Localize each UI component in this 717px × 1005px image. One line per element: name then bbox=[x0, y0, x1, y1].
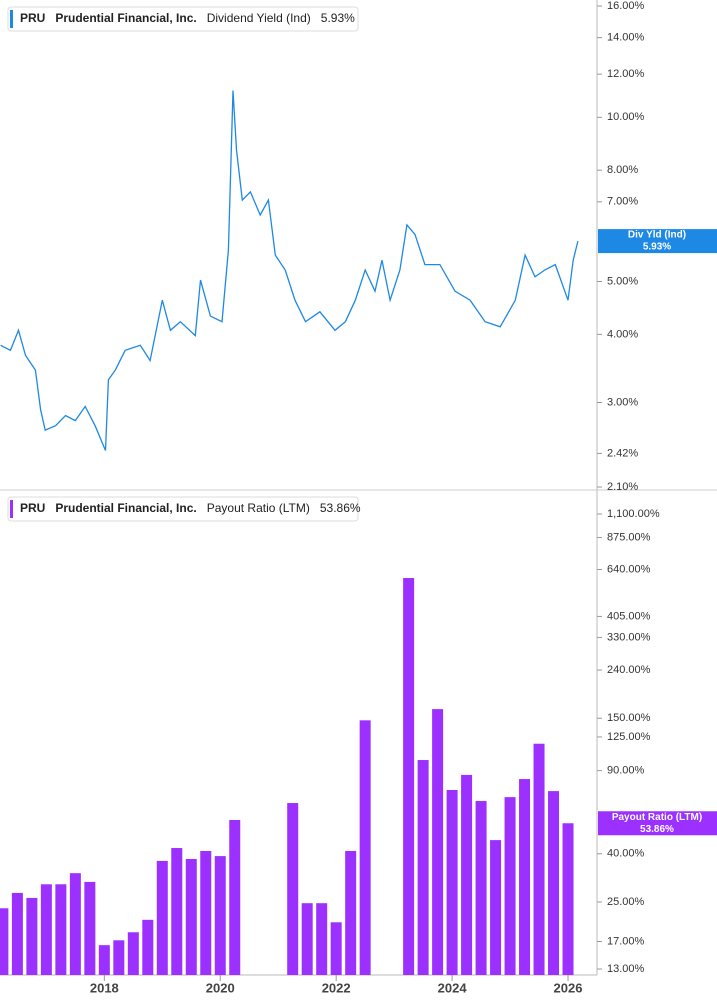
bar bbox=[330, 922, 342, 975]
bar bbox=[229, 820, 241, 975]
bar bbox=[113, 940, 125, 975]
legend-ticker: PRU bbox=[20, 501, 45, 515]
bar bbox=[214, 856, 226, 975]
legend-value-label: 53.86% bbox=[320, 501, 361, 515]
bar bbox=[316, 903, 328, 975]
bar bbox=[26, 897, 38, 975]
y-tick-label: 1,100.00% bbox=[607, 508, 660, 520]
y-tick-label: 90.00% bbox=[607, 765, 645, 777]
bar bbox=[504, 797, 516, 975]
y-tick-label: 8.00% bbox=[607, 164, 638, 176]
bar bbox=[301, 903, 313, 975]
x-tick-label: 2026 bbox=[554, 980, 583, 995]
legend: PRU Prudential Financial, Inc. Dividend Yi… bbox=[20, 11, 355, 25]
y-tick-label: 13.00% bbox=[607, 963, 645, 975]
y-tick-label: 4.00% bbox=[607, 328, 638, 340]
y-tick-label: 17.00% bbox=[607, 935, 645, 947]
bar bbox=[345, 850, 357, 975]
legend-box bbox=[7, 496, 359, 522]
x-tick-label: 2020 bbox=[206, 980, 235, 995]
y-tick-label: 16.00% bbox=[607, 0, 645, 12]
bar bbox=[562, 823, 574, 975]
flag-name: Payout Ratio (LTM) bbox=[612, 812, 702, 823]
legend-company: Prudential Financial, Inc. bbox=[55, 11, 196, 25]
value-flag bbox=[598, 811, 717, 836]
bar bbox=[287, 803, 299, 975]
bar bbox=[519, 779, 531, 975]
flag-value: 5.93% bbox=[643, 242, 671, 253]
y-tick-label: 875.00% bbox=[607, 531, 651, 543]
bar bbox=[142, 919, 154, 975]
legend-name: Payout Ratio (LTM) bbox=[207, 501, 310, 515]
bar bbox=[127, 932, 139, 975]
x-tick-label: 2024 bbox=[438, 980, 468, 995]
bar bbox=[11, 892, 23, 975]
y-tick-label: 40.00% bbox=[607, 848, 645, 860]
y-tick-label: 330.00% bbox=[607, 631, 651, 643]
legend-company: Prudential Financial, Inc. bbox=[55, 501, 196, 515]
y-tick-label: 7.00% bbox=[607, 196, 638, 208]
legend-swatch bbox=[10, 10, 13, 28]
y-tick-label: 2.42% bbox=[607, 447, 638, 459]
y-tick-label: 10.00% bbox=[607, 111, 645, 123]
bar bbox=[446, 790, 458, 975]
bar bbox=[84, 881, 96, 975]
y-tick-label: 14.00% bbox=[607, 32, 645, 44]
y-tick-label: 25.00% bbox=[607, 896, 645, 908]
bar bbox=[40, 884, 52, 975]
bar bbox=[461, 774, 473, 975]
legend-value-label: 5.93% bbox=[321, 11, 355, 25]
bar bbox=[0, 908, 9, 975]
legend: PRU Prudential Financial, Inc. Payout Rati… bbox=[20, 501, 361, 515]
bar bbox=[403, 578, 415, 975]
x-tick-label: 2018 bbox=[90, 980, 119, 995]
y-tick-label: 125.00% bbox=[607, 731, 651, 743]
bar bbox=[200, 850, 212, 975]
legend-box bbox=[7, 6, 359, 32]
bar bbox=[475, 801, 487, 975]
flag-value: 53.86% bbox=[640, 824, 674, 835]
x-tick-label: 2022 bbox=[322, 980, 351, 995]
bar bbox=[417, 760, 429, 975]
value-flag bbox=[598, 229, 717, 254]
y-tick-label: 240.00% bbox=[607, 664, 651, 676]
y-tick-label: 12.00% bbox=[607, 68, 645, 80]
bar bbox=[171, 848, 183, 975]
y-tick-label: 640.00% bbox=[607, 563, 651, 575]
y-tick-label: 5.00% bbox=[607, 275, 638, 287]
bar bbox=[533, 743, 545, 975]
legend-name: Dividend Yield (Ind) bbox=[207, 11, 311, 25]
y-tick-label: 2.10% bbox=[607, 481, 638, 493]
bar bbox=[69, 873, 81, 975]
bar bbox=[359, 720, 371, 975]
bar bbox=[55, 884, 67, 975]
bar bbox=[98, 945, 110, 975]
y-tick-label: 3.00% bbox=[607, 396, 638, 408]
y-tick-label: 150.00% bbox=[607, 712, 651, 724]
legend-swatch bbox=[10, 500, 13, 518]
flag-name: Div Yld (Ind) bbox=[628, 230, 686, 241]
legend-ticker: PRU bbox=[20, 11, 45, 25]
bar bbox=[490, 840, 502, 975]
y-tick-label: 405.00% bbox=[607, 610, 651, 622]
bar bbox=[432, 709, 444, 975]
line-series bbox=[0, 90, 579, 451]
bar bbox=[185, 859, 197, 975]
bar bbox=[156, 860, 168, 975]
bar bbox=[548, 791, 560, 975]
